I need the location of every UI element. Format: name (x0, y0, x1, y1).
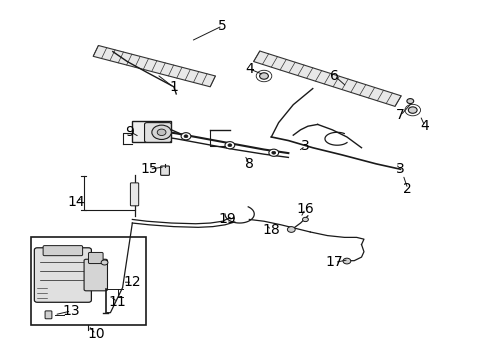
Circle shape (268, 149, 278, 156)
Text: 2: 2 (403, 182, 411, 196)
Polygon shape (253, 51, 400, 106)
Circle shape (224, 141, 234, 149)
FancyBboxPatch shape (43, 246, 82, 256)
Text: 12: 12 (123, 275, 141, 289)
FancyBboxPatch shape (88, 252, 103, 264)
FancyBboxPatch shape (34, 248, 91, 302)
Text: 14: 14 (67, 194, 85, 208)
Circle shape (157, 129, 165, 135)
Text: 11: 11 (109, 295, 126, 309)
Text: 16: 16 (296, 202, 314, 216)
Text: 1: 1 (169, 81, 178, 94)
Text: 4: 4 (244, 62, 253, 76)
Circle shape (152, 125, 171, 139)
Text: 13: 13 (62, 304, 80, 318)
Circle shape (287, 226, 295, 232)
Text: 3: 3 (395, 162, 404, 176)
Text: 5: 5 (218, 19, 226, 33)
Circle shape (227, 144, 231, 147)
Text: 10: 10 (87, 327, 104, 341)
Text: 3: 3 (301, 139, 309, 153)
FancyBboxPatch shape (130, 183, 139, 206)
FancyBboxPatch shape (84, 259, 107, 291)
Text: 9: 9 (125, 125, 134, 139)
Text: 17: 17 (325, 256, 343, 270)
Text: 4: 4 (420, 119, 428, 133)
Text: 15: 15 (141, 162, 158, 176)
Text: 19: 19 (218, 212, 236, 226)
Text: 7: 7 (395, 108, 404, 122)
Circle shape (407, 107, 416, 113)
Circle shape (302, 217, 308, 222)
Circle shape (342, 258, 350, 264)
Bar (31, 237, 145, 325)
Circle shape (271, 151, 275, 154)
Polygon shape (93, 45, 215, 87)
Text: 6: 6 (329, 69, 339, 83)
Circle shape (259, 73, 268, 79)
Text: 18: 18 (262, 223, 280, 237)
Circle shape (406, 99, 413, 104)
FancyBboxPatch shape (45, 311, 52, 319)
Text: 8: 8 (244, 157, 253, 171)
FancyBboxPatch shape (160, 166, 169, 175)
Circle shape (101, 260, 108, 265)
FancyBboxPatch shape (144, 123, 171, 142)
Circle shape (183, 135, 187, 138)
FancyBboxPatch shape (132, 121, 171, 142)
Circle shape (181, 133, 190, 140)
